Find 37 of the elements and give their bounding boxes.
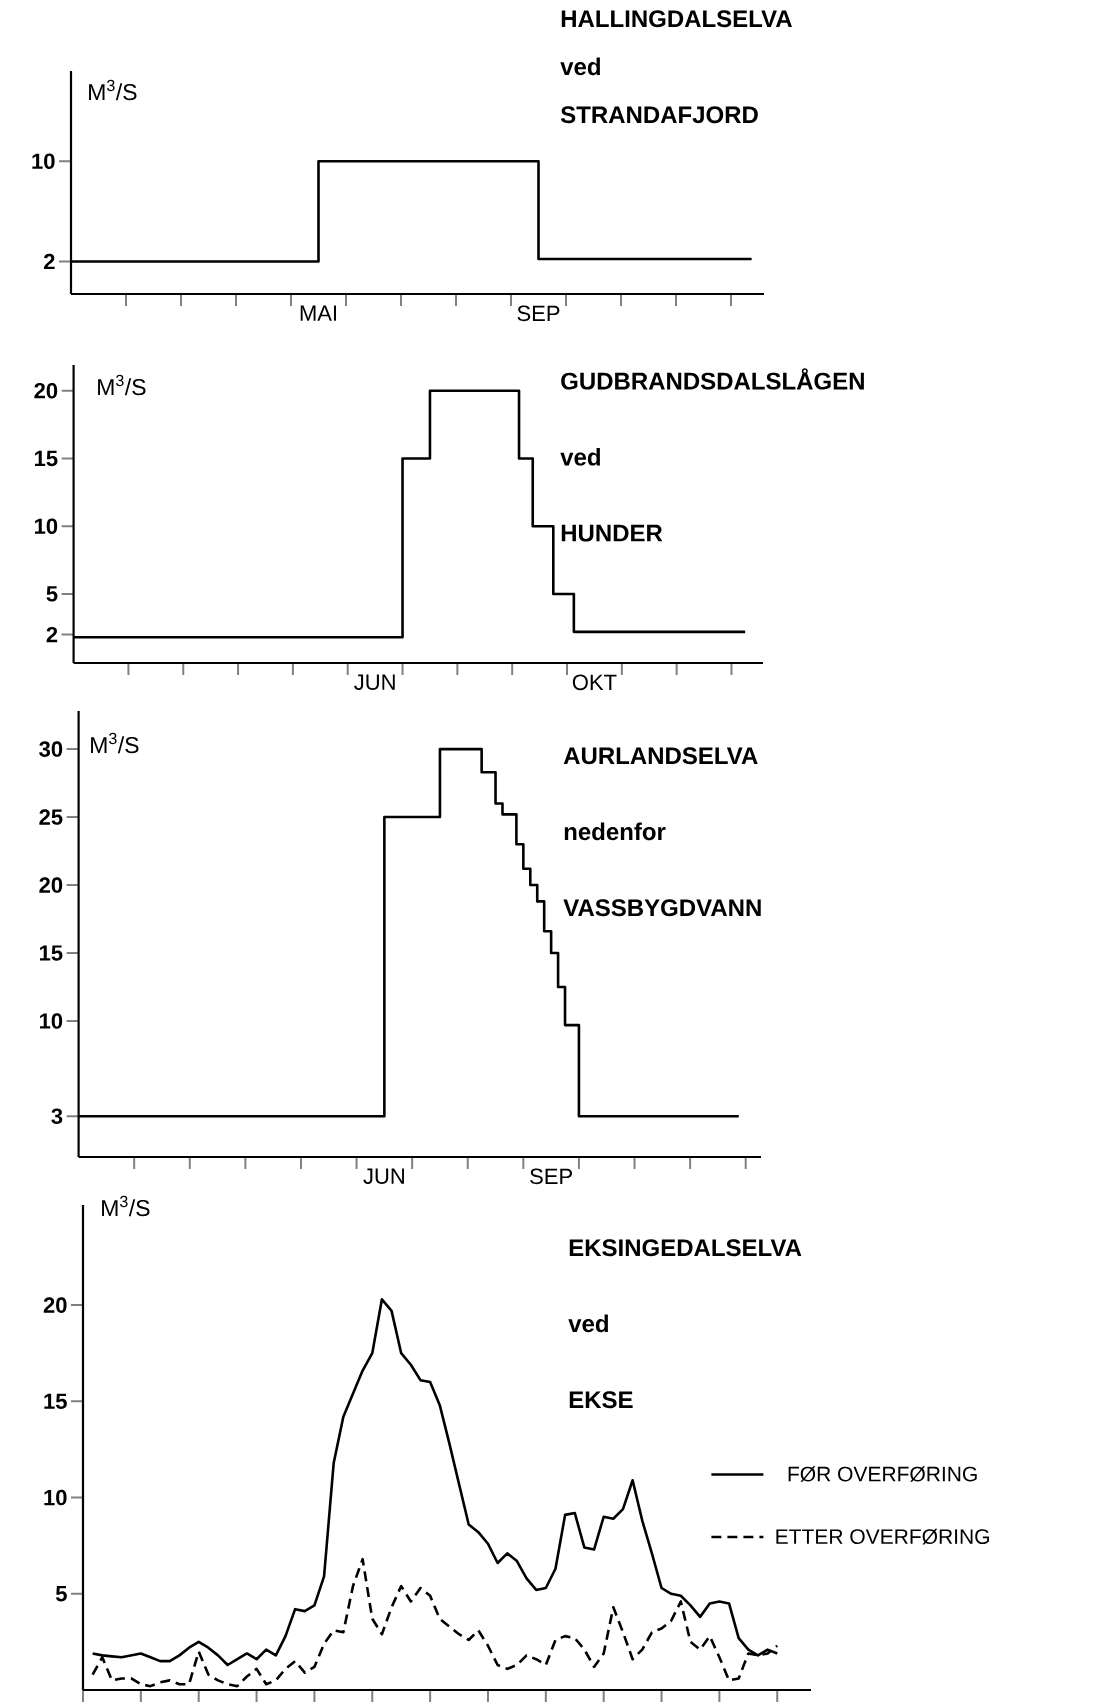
x-tick-label: SEP	[530, 1168, 572, 1185]
text: ved STRANDAFJORD	[560, 57, 758, 124]
text: ved EKSE	[568, 1314, 633, 1409]
x-tick-label: MAI	[300, 305, 337, 321]
y-tick-label: 3	[51, 1108, 63, 1125]
y-tick-label: 10	[32, 153, 55, 170]
y-tick-label: 20	[43, 1297, 67, 1313]
y-tick-label: 15	[34, 450, 58, 467]
legend-label: ETTER OVERFØRING	[776, 1528, 989, 1545]
x-tick-label: JUN	[363, 1168, 404, 1184]
text: AURLANDSELVA	[563, 747, 758, 765]
x-tick-label: JUN	[354, 674, 395, 690]
y-tick-label: 20	[34, 382, 58, 399]
y-tick-label: 10	[34, 518, 58, 534]
text: nedenfor VASSBYGDVANN	[563, 822, 761, 917]
y-tick-label: 5	[55, 1586, 67, 1602]
x-tick-label: SEP	[517, 305, 560, 322]
legend-label: FØR OVERFØRING	[788, 1466, 977, 1482]
text: ved HUNDER	[560, 447, 663, 542]
y-tick-label: 15	[39, 945, 63, 961]
y-tick-label: 20	[39, 877, 63, 893]
y-axis-title: M$^{3}$/S	[98, 374, 146, 396]
x-tick-label: OKT	[572, 674, 617, 691]
y-axis-title: M$^{3}$/S	[89, 79, 137, 101]
chart-title: GUDBRANDSDALSLÅGEN	[561, 368, 864, 390]
text: EKSINGEDALSELVA	[569, 1239, 802, 1257]
chart-title: HALLINGDALSELVA	[561, 10, 793, 28]
y-axis-title: M$^{3}$/S	[102, 1195, 150, 1217]
y-tick-label: 2	[44, 253, 55, 270]
y-tick-label: 10	[44, 1489, 67, 1506]
y-tick-label: 10	[39, 1013, 63, 1029]
y-tick-label: 25	[39, 809, 63, 825]
y-tick-label: 5	[46, 586, 58, 602]
y-tick-label: 2	[46, 626, 58, 643]
y-tick-label: 30	[39, 741, 63, 757]
y-axis-title: M$^{3}$/S	[91, 732, 139, 754]
y-tick-label: 15	[44, 1393, 67, 1409]
